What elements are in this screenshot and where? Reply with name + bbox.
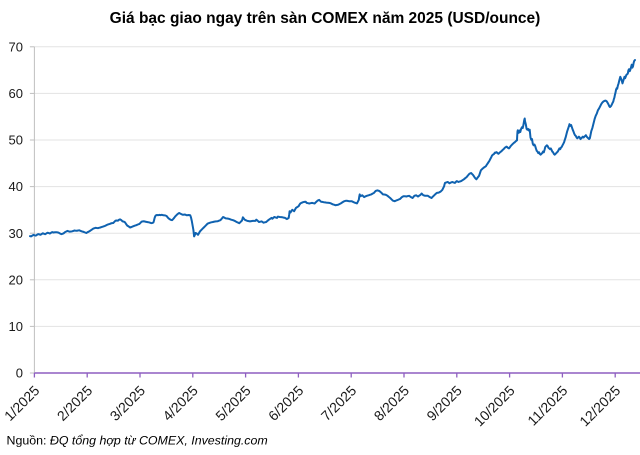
- svg-text:30: 30: [9, 226, 23, 241]
- svg-text:50: 50: [9, 133, 23, 148]
- svg-text:10: 10: [9, 319, 23, 334]
- svg-text:40: 40: [9, 179, 23, 194]
- svg-text:Giá bạc giao ngay trên sàn COM: Giá bạc giao ngay trên sàn COMEX năm 202…: [110, 10, 541, 27]
- svg-text:70: 70: [9, 39, 23, 54]
- svg-text:20: 20: [9, 272, 23, 287]
- svg-text:Nguồn: ĐQ tổng hợp từ COMEX, I: Nguồn: ĐQ tổng hợp từ COMEX, Investing.c…: [7, 434, 268, 448]
- svg-text:0: 0: [16, 366, 23, 381]
- svg-text:60: 60: [9, 86, 23, 101]
